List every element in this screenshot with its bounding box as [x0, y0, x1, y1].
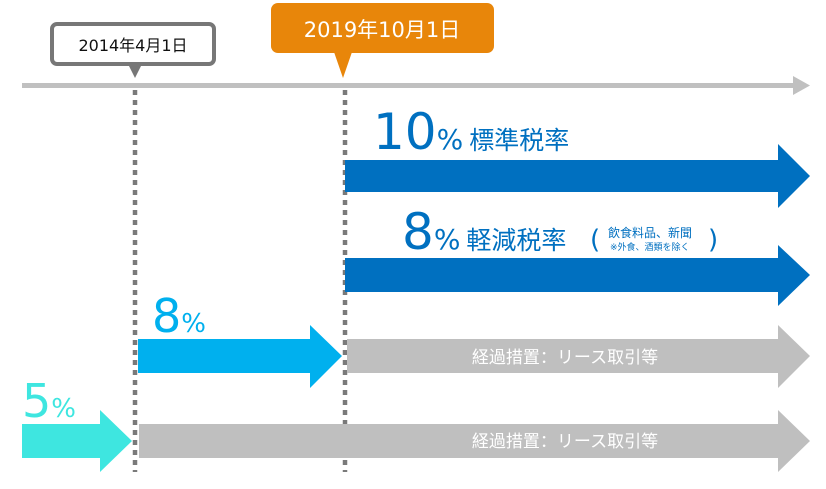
old-5-rate-label: 5% [22, 374, 76, 428]
old-8-number: 8 [152, 289, 181, 343]
reduced-note-line2: ※外食、酒類を除く [610, 241, 690, 253]
note-close-paren: ) [708, 225, 718, 255]
transition-label-1: 経過措置：リース取引等 [472, 348, 658, 368]
standard-rate-arrow [345, 144, 810, 208]
old-5-pct: % [51, 394, 76, 424]
reduced-rate-arrow [345, 245, 810, 306]
date-change-label: 2019年10月1日 [304, 18, 461, 42]
date-start-label: 2014年4月1日 [78, 36, 187, 55]
reduced-note-line1: 飲食料品、新聞 [608, 225, 692, 240]
reduced-rate-text: 軽減税率 [466, 226, 566, 255]
transition-arrow-2 [139, 410, 810, 472]
timeline-axis [22, 76, 810, 95]
reduced-rate-label: 8% 軽減税率 ( 飲食料品、新聞 ※外食、酒類を除く ) [402, 203, 718, 261]
standard-rate-text: 標準税率 [469, 126, 569, 155]
transition-label-2: 経過措置：リース取引等 [472, 432, 658, 452]
date-callout-2019: 2019年10月1日 [271, 3, 494, 78]
svg-text:8%軽減税率: 8% 軽減税率 [402, 203, 566, 261]
standard-rate-pct: % [437, 123, 464, 156]
old-8-rate-label: 8% [152, 289, 206, 343]
note-open-paren: ( [590, 225, 600, 255]
date-callout-2014: 2014年4月1日 [50, 22, 216, 78]
transition-arrow-1 [347, 325, 810, 388]
svg-text:10%標準税率: 10% 標準税率 [373, 103, 569, 161]
old-8-rate-arrow [138, 325, 342, 388]
standard-rate-number: 10 [373, 103, 437, 161]
reduced-rate-number: 8 [402, 203, 434, 261]
timeline-arrowhead-icon [793, 76, 810, 95]
old-5-rate-arrow [22, 410, 132, 472]
reduced-rate-pct: % [434, 223, 461, 256]
old-8-pct: % [181, 309, 206, 339]
old-5-number: 5 [22, 374, 51, 428]
standard-rate-label: 10% 標準税率 [373, 103, 569, 161]
